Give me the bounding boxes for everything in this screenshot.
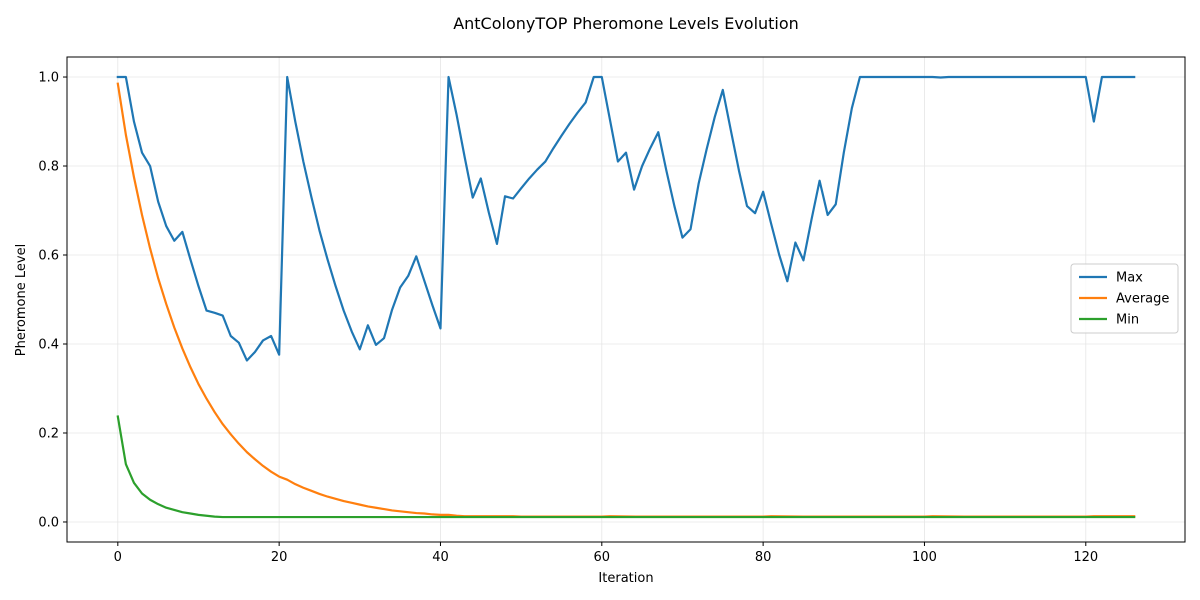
legend-label-average: Average <box>1116 292 1169 307</box>
series-line-max <box>116 75 1136 362</box>
plot-frame <box>66 56 1186 543</box>
x-tick-label: 120 <box>1073 550 1098 565</box>
y-tick-label: 1.0 <box>38 71 59 86</box>
x-tick-label: 60 <box>594 550 611 565</box>
legend-label-max: Max <box>1116 271 1143 286</box>
y-axis: 0.0 0.2 0.4 0.6 0.8 1.0 <box>38 71 67 530</box>
x-tick-label: 20 <box>271 550 288 565</box>
x-axis-label: Iteration <box>598 571 653 586</box>
series-line-min <box>116 415 1136 519</box>
legend: Max Average Min <box>1070 263 1179 334</box>
legend-label-min: Min <box>1116 313 1139 328</box>
legend-box <box>1070 263 1179 334</box>
series-layer <box>116 75 1136 519</box>
x-tick-label: 100 <box>912 550 937 565</box>
y-tick-label: 0.8 <box>38 160 59 175</box>
y-tick-label: 0.2 <box>38 426 59 441</box>
y-tick-label: 0.6 <box>38 249 59 264</box>
y-tick-label: 0.4 <box>38 337 59 352</box>
x-tick-label: 80 <box>755 550 772 565</box>
y-tick-label: 0.0 <box>38 515 59 530</box>
x-axis: 0 20 40 60 80 100 120 <box>114 542 1098 565</box>
chart-title: AntColonyTOP Pheromone Levels Evolution <box>453 14 799 33</box>
x-tick-label: 0 <box>114 550 122 565</box>
x-tick-label: 40 <box>432 550 449 565</box>
y-axis-label: Pheromone Level <box>14 244 29 356</box>
